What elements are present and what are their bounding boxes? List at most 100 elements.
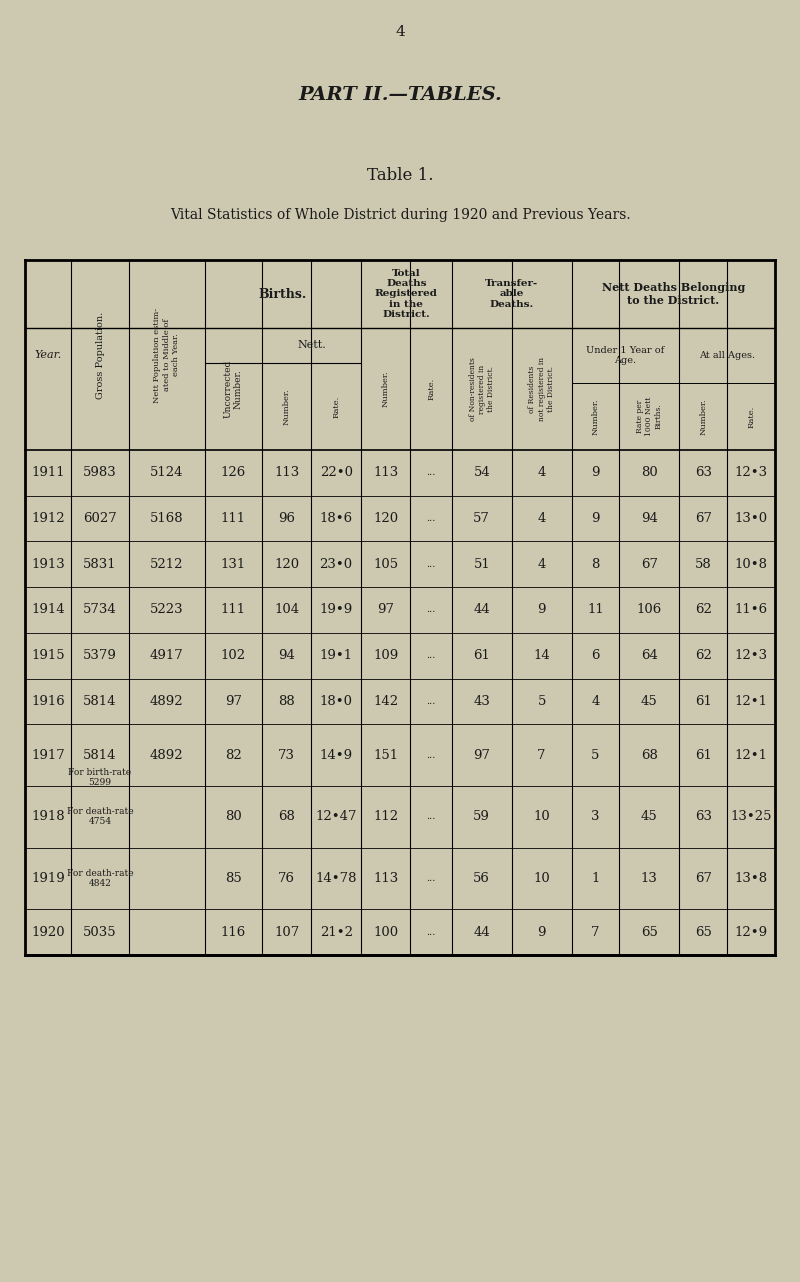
Text: Nett Population estim-
ated to Middle of
each Year.: Nett Population estim- ated to Middle of… — [154, 308, 180, 403]
Text: 5223: 5223 — [150, 604, 183, 617]
Text: For death-rate
4754: For death-rate 4754 — [66, 808, 134, 827]
Text: 113: 113 — [373, 872, 398, 885]
Text: At all Ages.: At all Ages. — [699, 351, 755, 360]
Text: 5814: 5814 — [83, 695, 117, 708]
Text: 59: 59 — [474, 810, 490, 823]
Text: 58: 58 — [695, 558, 711, 570]
Text: 44: 44 — [474, 604, 490, 617]
Text: For death-rate
4842: For death-rate 4842 — [66, 869, 134, 888]
Text: 13: 13 — [641, 872, 658, 885]
Text: 4917: 4917 — [150, 649, 183, 663]
Text: Number.: Number. — [382, 370, 390, 408]
Text: 5212: 5212 — [150, 558, 183, 570]
Text: 4892: 4892 — [150, 749, 183, 762]
Text: Births.: Births. — [258, 287, 307, 300]
Text: Number.: Number. — [282, 388, 290, 424]
Text: Nett.: Nett. — [297, 341, 326, 350]
Text: 63: 63 — [694, 810, 712, 823]
Text: 45: 45 — [641, 810, 658, 823]
Text: 54: 54 — [474, 467, 490, 479]
Text: 23•0: 23•0 — [320, 558, 353, 570]
Text: Rate per
1000 Nett
Births.: Rate per 1000 Nett Births. — [636, 396, 662, 436]
Text: 68: 68 — [278, 810, 295, 823]
Text: Total
Deaths
Registered
in the
District.: Total Deaths Registered in the District. — [375, 269, 438, 319]
Text: 65: 65 — [694, 926, 712, 938]
Text: 9: 9 — [538, 926, 546, 938]
Text: 126: 126 — [221, 467, 246, 479]
Text: 14•78: 14•78 — [315, 872, 357, 885]
Text: 4: 4 — [395, 26, 405, 38]
Text: 80: 80 — [225, 810, 242, 823]
Text: 76: 76 — [278, 872, 295, 885]
Text: ...: ... — [426, 468, 436, 477]
Text: 6027: 6027 — [83, 512, 117, 526]
Text: of Residents
not registered in
the District.: of Residents not registered in the Distr… — [529, 356, 555, 420]
Text: 4: 4 — [591, 695, 600, 708]
Text: 5379: 5379 — [83, 649, 117, 663]
Text: ...: ... — [426, 514, 436, 523]
Text: 113: 113 — [274, 467, 299, 479]
Text: Nett Deaths Belonging
to the District.: Nett Deaths Belonging to the District. — [602, 282, 745, 306]
Text: 22•0: 22•0 — [320, 467, 353, 479]
Text: 97: 97 — [377, 604, 394, 617]
Text: 116: 116 — [221, 926, 246, 938]
Text: 61: 61 — [694, 695, 712, 708]
Text: 13•0: 13•0 — [734, 512, 768, 526]
Text: 19•1: 19•1 — [320, 649, 353, 663]
Text: 96: 96 — [278, 512, 295, 526]
Text: 9: 9 — [591, 467, 600, 479]
Text: 5124: 5124 — [150, 467, 183, 479]
Text: 1917: 1917 — [31, 749, 65, 762]
Text: 67: 67 — [694, 512, 712, 526]
Text: 45: 45 — [641, 695, 658, 708]
Text: 4892: 4892 — [150, 695, 183, 708]
Text: 12•47: 12•47 — [315, 810, 357, 823]
Text: 8: 8 — [591, 558, 600, 570]
Text: 82: 82 — [225, 749, 242, 762]
Text: 111: 111 — [221, 512, 246, 526]
Text: ...: ... — [426, 813, 436, 822]
Text: 12•3: 12•3 — [734, 467, 768, 479]
Text: 106: 106 — [637, 604, 662, 617]
Text: 57: 57 — [474, 512, 490, 526]
Text: ...: ... — [426, 605, 436, 614]
Text: 5734: 5734 — [83, 604, 117, 617]
Text: Under 1 Year of
Age.: Under 1 Year of Age. — [586, 346, 665, 365]
Text: 105: 105 — [373, 558, 398, 570]
Text: 88: 88 — [278, 695, 295, 708]
Text: Year.: Year. — [34, 350, 62, 360]
Text: 5814: 5814 — [83, 749, 117, 762]
Text: 13•25: 13•25 — [730, 810, 772, 823]
Text: 120: 120 — [274, 558, 299, 570]
Text: 80: 80 — [641, 467, 658, 479]
Text: 12•9: 12•9 — [734, 926, 768, 938]
Text: Uncorrected
Number.: Uncorrected Number. — [223, 360, 243, 418]
Text: Gross Population.: Gross Population. — [95, 312, 105, 399]
Text: 109: 109 — [373, 649, 398, 663]
Text: 113: 113 — [373, 467, 398, 479]
Text: 56: 56 — [474, 872, 490, 885]
Text: 18•0: 18•0 — [320, 695, 353, 708]
Text: 3: 3 — [591, 810, 600, 823]
Text: 12•1: 12•1 — [734, 695, 767, 708]
Text: 111: 111 — [221, 604, 246, 617]
Text: 63: 63 — [694, 467, 712, 479]
Text: 11: 11 — [587, 604, 604, 617]
Text: Table 1.: Table 1. — [366, 167, 434, 183]
Text: 10: 10 — [534, 810, 550, 823]
Text: 7: 7 — [591, 926, 600, 938]
Text: 13•8: 13•8 — [734, 872, 768, 885]
Text: 5983: 5983 — [83, 467, 117, 479]
Text: 67: 67 — [694, 872, 712, 885]
Text: 9: 9 — [591, 512, 600, 526]
Text: ...: ... — [426, 750, 436, 759]
Text: 5: 5 — [538, 695, 546, 708]
Text: 68: 68 — [641, 749, 658, 762]
Text: 62: 62 — [694, 649, 712, 663]
Text: 6: 6 — [591, 649, 600, 663]
Text: 104: 104 — [274, 604, 299, 617]
Text: 9: 9 — [538, 604, 546, 617]
Text: ...: ... — [426, 874, 436, 883]
Text: ...: ... — [426, 928, 436, 937]
Text: 65: 65 — [641, 926, 658, 938]
